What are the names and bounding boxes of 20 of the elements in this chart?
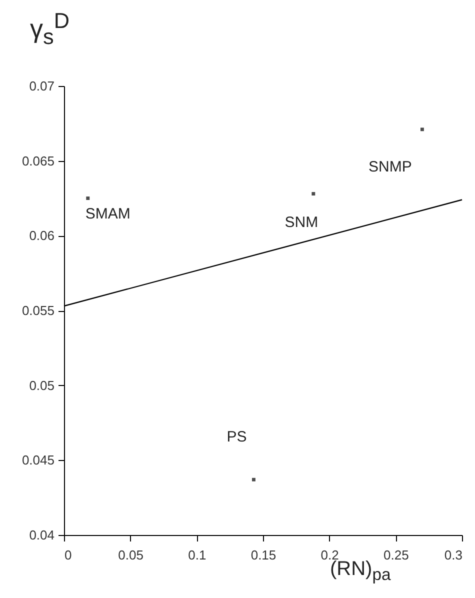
x-tick-label: 0.05 (118, 548, 144, 562)
point (420, 128, 424, 132)
y-tick-label: 0.065 (22, 153, 54, 168)
point (86, 196, 90, 200)
x-tick-label: 0.3 (444, 548, 462, 562)
point (252, 478, 256, 482)
y-tick-label: 0.06 (29, 228, 54, 244)
y-tick-label: 0.05 (29, 378, 54, 393)
annotation: SNM (284, 214, 318, 231)
y-tick-label: 0.07 (29, 78, 54, 94)
y-tick-label: 0.045 (22, 452, 54, 468)
annotation: SMAM (85, 205, 130, 222)
y-tick-label: 0.04 (29, 528, 54, 542)
annotation: SNMP (368, 158, 412, 176)
x-tick-label: 0.1 (188, 548, 206, 562)
point (312, 192, 316, 196)
annotation: PS (226, 428, 247, 446)
y-tick-label: 0.055 (22, 303, 54, 318)
x-tick-label: 0 (64, 548, 72, 562)
x-tick-label: 0.15 (250, 548, 276, 562)
